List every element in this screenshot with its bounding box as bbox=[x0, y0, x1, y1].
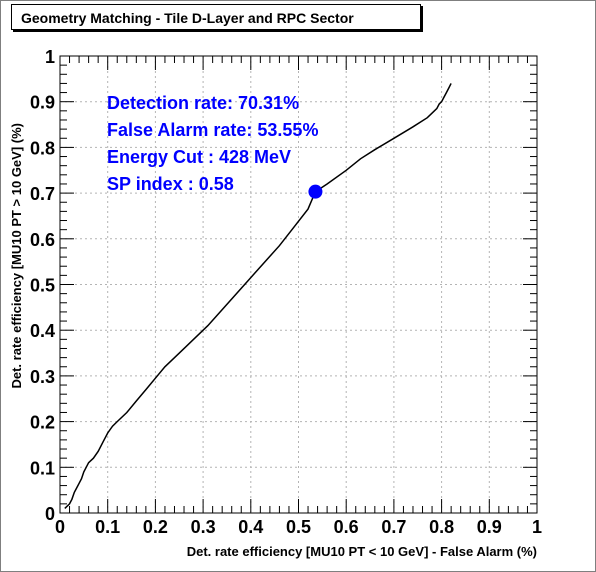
y-tick-label: 0.7 bbox=[30, 184, 55, 204]
x-tick-label: 0.4 bbox=[238, 517, 263, 537]
y-tick-label: 0.8 bbox=[30, 138, 55, 158]
annotation-text: SP index : 0.58 bbox=[107, 174, 234, 194]
chart-title: Geometry Matching - Tile D-Layer and RPC… bbox=[11, 4, 421, 30]
x-tick-label: 0.5 bbox=[286, 517, 311, 537]
x-tick-label: 0 bbox=[55, 517, 65, 537]
annotation-text: False Alarm rate: 53.55% bbox=[107, 120, 318, 140]
x-tick-label: 1 bbox=[532, 517, 542, 537]
y-tick-label: 0.9 bbox=[30, 93, 55, 113]
y-tick-label: 0.2 bbox=[30, 413, 55, 433]
roc-curve bbox=[64, 83, 452, 509]
x-tick-label: 0.2 bbox=[143, 517, 168, 537]
x-tick-label: 0.3 bbox=[191, 517, 216, 537]
y-tick-label: 1 bbox=[45, 47, 55, 67]
y-tick-label: 0.3 bbox=[30, 367, 55, 387]
y-tick-label: 0.1 bbox=[30, 458, 55, 478]
annotation-text: Energy Cut : 428 MeV bbox=[107, 147, 291, 167]
annotation-text: Detection rate: 70.31% bbox=[107, 93, 299, 113]
x-tick-label: 0.8 bbox=[429, 517, 454, 537]
operating-point-marker bbox=[308, 184, 323, 199]
x-tick-label: 0.1 bbox=[95, 517, 120, 537]
x-tick-label: 0.7 bbox=[381, 517, 406, 537]
y-tick-label: 0 bbox=[45, 504, 55, 524]
x-tick-label: 0.9 bbox=[477, 517, 502, 537]
y-axis-title: Det. rate efficiency [MU10 PT > 10 GeV] … bbox=[9, 123, 24, 389]
y-tick-label: 0.4 bbox=[30, 321, 55, 341]
x-axis-title: Det. rate efficiency [MU10 PT < 10 GeV] … bbox=[187, 544, 537, 559]
y-tick-label: 0.6 bbox=[30, 230, 55, 250]
y-tick-label: 0.5 bbox=[30, 276, 55, 296]
x-tick-label: 0.6 bbox=[334, 517, 359, 537]
